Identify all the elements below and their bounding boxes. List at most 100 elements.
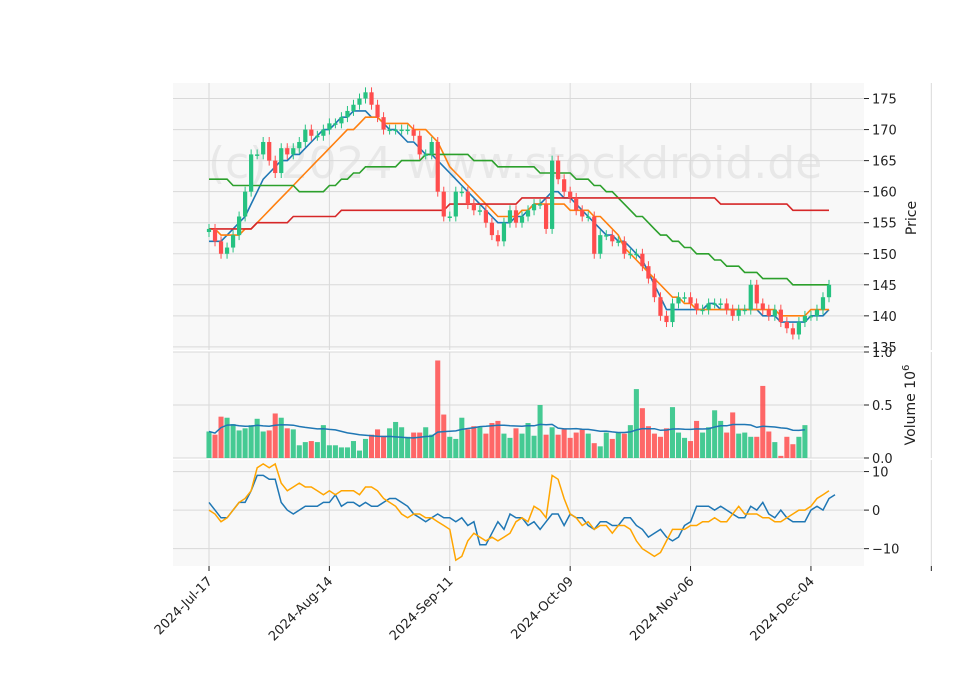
candle-down	[556, 160, 561, 180]
candle-up	[634, 253, 639, 256]
candle-up	[243, 191, 248, 217]
candle-down	[652, 278, 657, 298]
volume-bar	[694, 420, 700, 458]
volume-bar	[350, 441, 356, 458]
volume-bar	[663, 428, 670, 458]
volume-bar	[579, 429, 585, 458]
x-tick-label: 2024-Dec-04	[748, 574, 818, 644]
volume-bar	[639, 408, 645, 458]
volume-bar	[615, 432, 621, 458]
candle-down	[790, 328, 795, 335]
volume-bar	[754, 436, 760, 458]
volume-bar	[525, 423, 531, 458]
candle-up	[261, 141, 266, 155]
volume-bar	[730, 412, 736, 458]
candle-down	[381, 117, 386, 130]
price-tick-label: 150	[872, 248, 897, 263]
volume-bar	[597, 446, 603, 458]
candle-down	[646, 266, 651, 279]
volume-bar	[375, 429, 381, 458]
candle-down	[273, 160, 278, 174]
candle-down	[285, 148, 290, 155]
volume-bar	[435, 360, 441, 458]
x-tick-label: 2024-Aug-14	[266, 574, 336, 644]
volume-bar	[332, 445, 338, 458]
candle-down	[471, 204, 476, 211]
volume-bar	[712, 410, 718, 458]
candle-up	[628, 253, 633, 256]
candle-up	[537, 204, 543, 206]
volume-bar	[591, 443, 597, 458]
candle-up	[507, 210, 513, 223]
momentum-lines	[208, 462, 836, 562]
volume-bar	[405, 436, 411, 458]
volume-bar	[700, 432, 706, 458]
candle-up	[423, 154, 428, 156]
candle-up	[531, 204, 537, 211]
candle-up	[814, 309, 820, 316]
candle-up	[676, 297, 681, 304]
candle-down	[658, 297, 663, 316]
volume-bar	[778, 455, 784, 458]
candle-up	[742, 309, 747, 312]
volume-bars	[206, 360, 808, 458]
candle-up	[550, 160, 555, 229]
candle-up	[206, 228, 212, 233]
volume-bar	[603, 432, 609, 458]
volume-bar	[609, 438, 615, 458]
volume-bar	[272, 413, 278, 458]
candle-up	[453, 191, 458, 217]
volume-bar	[399, 427, 405, 458]
momentum-tick-label: 10	[872, 466, 889, 481]
candle-down	[688, 297, 693, 304]
volume-bar	[362, 438, 369, 458]
volume-bar	[230, 424, 236, 458]
candle-up	[820, 297, 826, 310]
volume-bar	[669, 407, 676, 458]
candle-down	[778, 309, 783, 323]
volume-bar	[627, 425, 633, 458]
volume-bar	[706, 427, 712, 458]
candle-up	[279, 148, 284, 174]
price-tick-label: 170	[872, 124, 897, 139]
volume-bar	[429, 434, 435, 458]
price-tick-label: 160	[872, 186, 897, 201]
volume-bar	[537, 405, 543, 458]
volume-bar	[736, 433, 742, 458]
volume-y-axis: 0.0 0.5 1.0	[864, 346, 893, 467]
candle-down	[417, 135, 422, 155]
volume-bar	[567, 437, 573, 458]
candle-up	[525, 210, 531, 217]
momentum-tick-label: 0	[872, 504, 880, 519]
momentum-panel-background	[173, 460, 864, 566]
candle-down	[592, 216, 597, 254]
price-panel: (c) 2024 www.stockdroid.de 1351401451501…	[173, 83, 932, 356]
candle-up	[604, 235, 609, 237]
volume-bar	[561, 429, 567, 458]
candle-up	[718, 303, 723, 305]
candle-down	[640, 253, 645, 267]
price-tick-label: 140	[872, 310, 897, 325]
candle-up	[339, 117, 344, 124]
price-tick-label: 165	[872, 155, 897, 170]
volume-bar	[633, 389, 639, 458]
price-axis-title: Price	[904, 201, 920, 235]
volume-bar	[302, 442, 308, 458]
volume-bar	[531, 435, 537, 458]
date-x-axis: 2024-Jul-17 2024-Aug-14 2024-Sep-11 2024-Oc…	[152, 566, 932, 644]
candle-up	[459, 191, 464, 194]
price-tick-label: 145	[872, 279, 897, 294]
volume-panel: 0.0 0.5 1.0 Volume 106	[173, 346, 932, 467]
candle-up	[315, 135, 320, 138]
volume-bar	[748, 436, 754, 458]
momentum-panel: −10 0 10	[173, 460, 932, 566]
volume-bar	[242, 428, 248, 458]
candle-down	[369, 92, 374, 105]
volume-tick-label: 1.0	[872, 346, 893, 361]
volume-bar	[459, 417, 465, 458]
candle-down	[724, 303, 729, 310]
volume-bar	[381, 435, 387, 458]
candle-up	[351, 104, 356, 111]
candle-down	[483, 210, 488, 223]
